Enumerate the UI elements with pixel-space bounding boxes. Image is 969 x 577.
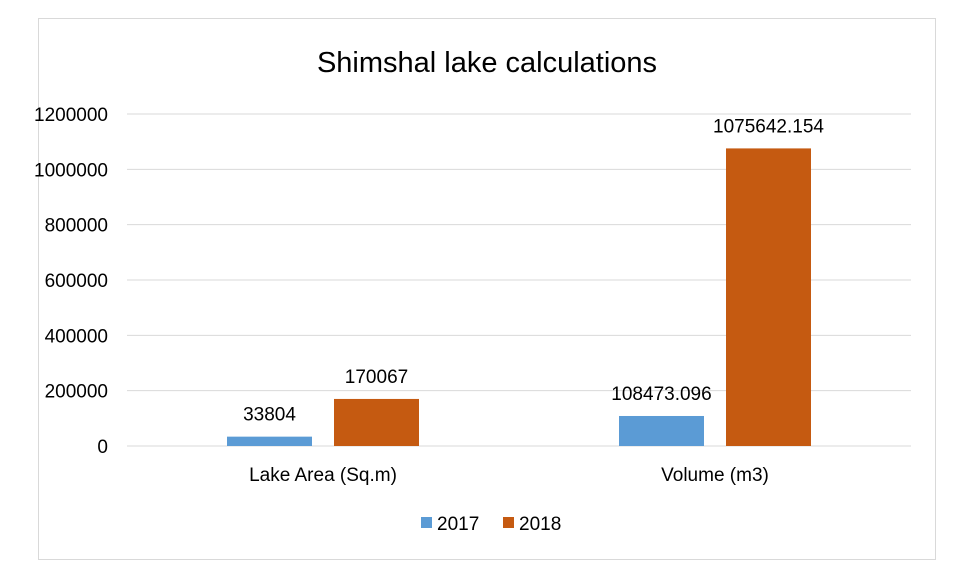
bar-2017-1	[619, 415, 704, 446]
data-label: 108473.096	[611, 384, 711, 405]
data-label: 170067	[345, 367, 408, 388]
y-axis-ticks: 0 200000 400000 600000 800000 1000000 1200000	[34, 105, 108, 458]
legend-label: 2017	[437, 514, 479, 535]
legend-swatch-2018	[503, 517, 514, 528]
data-label: 1075642.154	[713, 116, 824, 137]
y-tick-label: 800000	[45, 216, 108, 237]
y-tick-label: 400000	[45, 326, 108, 347]
legend-swatch-2017	[421, 517, 432, 528]
bar-2017-0	[227, 436, 312, 446]
y-tick-label: 1000000	[34, 160, 108, 181]
legend-label: 2018	[519, 514, 561, 535]
data-labels: 33804 170067 108473.096 1075642.154	[243, 116, 824, 425]
x-axis-categories: Lake Area (Sq.m) Volume (m3)	[249, 465, 769, 486]
y-tick-label: 600000	[45, 271, 108, 292]
x-category-label: Volume (m3)	[661, 465, 769, 486]
x-category-label: Lake Area (Sq.m)	[249, 465, 397, 486]
bar-2018-0	[334, 398, 419, 446]
chart-title: Shimshal lake calculations	[317, 47, 657, 79]
bar-2018-1	[726, 148, 811, 446]
y-tick-label: 0	[97, 437, 108, 458]
y-tick-label: 1200000	[34, 105, 108, 126]
y-tick-label: 200000	[45, 382, 108, 403]
bars	[227, 148, 811, 446]
data-label: 33804	[243, 405, 296, 426]
legend: 2017 2018	[421, 514, 561, 535]
